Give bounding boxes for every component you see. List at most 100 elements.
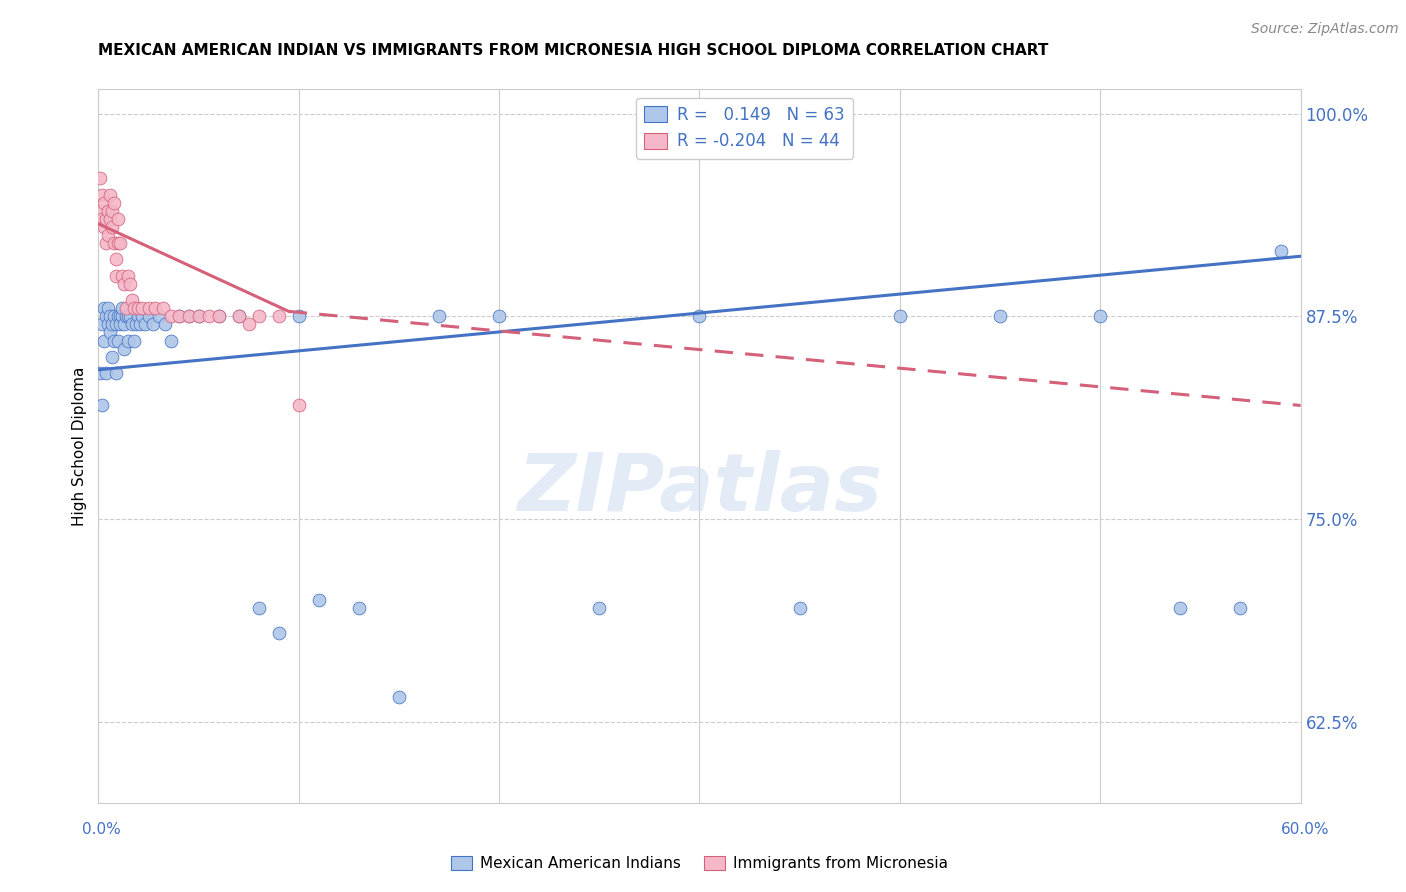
Point [110, 318, 132, 332]
Point [228, 310, 250, 324]
Point [167, 310, 190, 324]
Point [267, 310, 290, 324]
Point [288, 399, 311, 413]
Point [105, 252, 128, 267]
Text: 60.0%: 60.0% [1281, 822, 1329, 837]
Point [105, 366, 128, 380]
Point [103, 236, 125, 251]
Point [91, 187, 114, 202]
Point [153, 318, 176, 332]
Point [148, 310, 170, 324]
Point [187, 310, 209, 324]
Point [89, 203, 111, 218]
Point [97, 318, 120, 332]
Point [187, 310, 209, 324]
Text: ZIPatlas: ZIPatlas [517, 450, 882, 528]
Point [197, 310, 219, 324]
Point [1270, 244, 1292, 259]
Point [97, 301, 120, 315]
Point [111, 301, 134, 315]
Point [91, 211, 114, 226]
Point [131, 301, 153, 315]
Point [110, 310, 132, 324]
Point [111, 268, 134, 283]
Point [101, 220, 124, 235]
Point [96, 211, 118, 226]
Point [96, 236, 118, 251]
Point [96, 310, 118, 324]
Point [100, 310, 122, 324]
Point [141, 318, 163, 332]
Point [100, 326, 122, 340]
Point [103, 195, 125, 210]
Point [107, 310, 129, 324]
Point [121, 293, 143, 307]
Point [159, 310, 181, 324]
Point [1170, 601, 1192, 615]
Point [120, 310, 142, 324]
Point [267, 625, 290, 640]
Point [93, 220, 115, 235]
Point [110, 236, 132, 251]
Y-axis label: High School Diploma: High School Diploma [72, 367, 87, 525]
Point [427, 310, 450, 324]
Point [889, 310, 911, 324]
Point [114, 342, 136, 356]
Point [124, 334, 146, 348]
Point [103, 310, 125, 324]
Point [91, 399, 114, 413]
Point [125, 318, 148, 332]
Point [93, 334, 115, 348]
Text: MEXICAN AMERICAN INDIAN VS IMMIGRANTS FROM MICRONESIA HIGH SCHOOL DIPLOMA CORREL: MEXICAN AMERICAN INDIAN VS IMMIGRANTS FR… [98, 43, 1049, 58]
Point [114, 318, 136, 332]
Point [101, 203, 124, 218]
Point [107, 211, 129, 226]
Point [143, 301, 166, 315]
Point [138, 310, 160, 324]
Point [128, 310, 150, 324]
Point [100, 187, 122, 202]
Point [208, 310, 231, 324]
Point [238, 318, 260, 332]
Point [488, 310, 510, 324]
Point [177, 310, 200, 324]
Point [388, 690, 411, 705]
Point [347, 601, 370, 615]
Point [115, 301, 138, 315]
Point [114, 277, 136, 291]
Point [177, 310, 200, 324]
Point [1229, 601, 1251, 615]
Point [101, 350, 124, 364]
Point [103, 334, 125, 348]
Point [208, 310, 231, 324]
Point [101, 318, 124, 332]
Point [247, 601, 270, 615]
Point [124, 301, 146, 315]
Point [115, 310, 138, 324]
Point [152, 301, 174, 315]
Point [247, 310, 270, 324]
Point [107, 334, 129, 348]
Text: 0.0%: 0.0% [82, 822, 121, 837]
Point [228, 310, 250, 324]
Point [117, 334, 139, 348]
Point [121, 318, 143, 332]
Point [105, 268, 128, 283]
Point [128, 301, 150, 315]
Point [308, 593, 330, 607]
Point [159, 334, 181, 348]
Point [167, 310, 190, 324]
Point [107, 236, 129, 251]
Point [96, 366, 118, 380]
Point [134, 318, 156, 332]
Text: Source: ZipAtlas.com: Source: ZipAtlas.com [1251, 22, 1399, 37]
Point [988, 310, 1011, 324]
Point [288, 310, 311, 324]
Point [97, 228, 120, 243]
Point [93, 301, 115, 315]
Point [131, 310, 153, 324]
Legend: R =   0.149   N = 63, R = -0.204   N = 44: R = 0.149 N = 63, R = -0.204 N = 44 [636, 97, 853, 159]
Point [689, 310, 711, 324]
Point [89, 171, 111, 186]
Point [100, 211, 122, 226]
